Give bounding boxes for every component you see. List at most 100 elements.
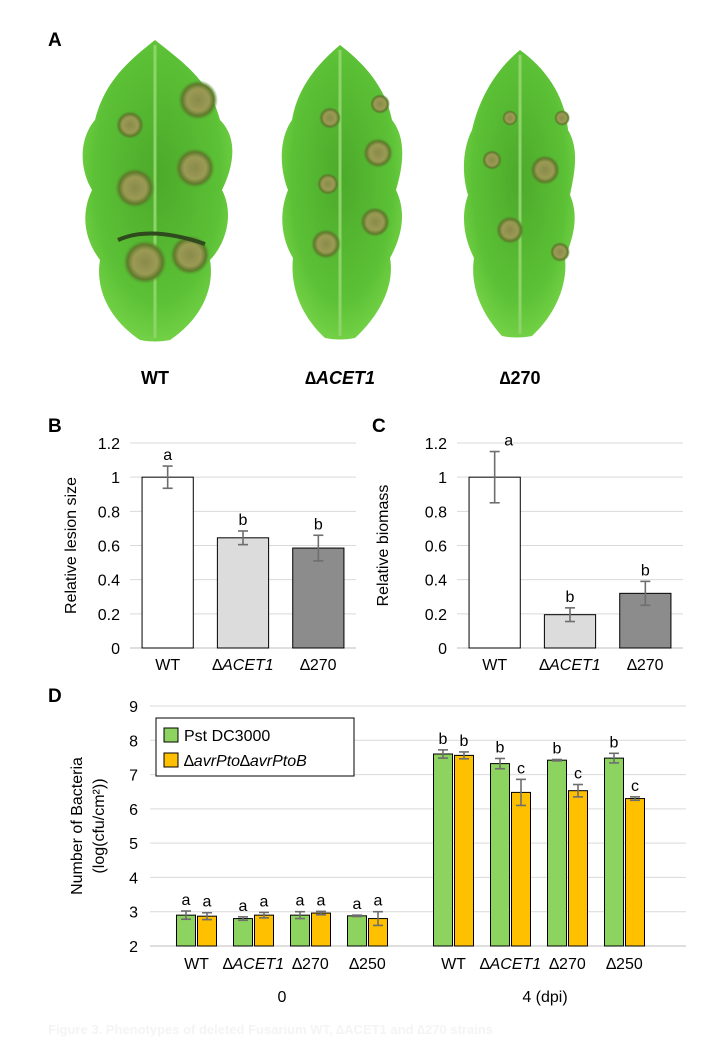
lesion	[550, 242, 570, 262]
bar	[141, 476, 194, 649]
lesion	[502, 110, 518, 126]
y-axis-label: Relative biomass	[375, 485, 392, 607]
x-tick-label: WT	[482, 657, 507, 674]
x-tick-label: ∆270	[300, 657, 337, 674]
lesion	[363, 138, 393, 168]
x-tick-label: ∆270	[549, 956, 586, 973]
y-tick-label: 0.2	[425, 607, 447, 624]
x-tick-label: ∆250	[606, 956, 643, 973]
lesion	[115, 168, 155, 208]
x-tick-label: WT	[441, 956, 466, 973]
significance-letter: a	[260, 893, 269, 910]
y-tick-label: 5	[129, 836, 138, 853]
lesion	[317, 173, 339, 195]
significance-letter: b	[496, 739, 505, 756]
lesion	[496, 216, 524, 244]
significance-letter: a	[317, 892, 326, 909]
significance-letter: a	[163, 447, 172, 464]
legend-swatch	[163, 727, 179, 743]
bar	[547, 759, 567, 947]
significance-letter: b	[553, 740, 562, 757]
bar	[347, 915, 367, 947]
significance-letter: c	[631, 778, 639, 795]
y-axis-label: (log(cfu/cm²))	[91, 778, 108, 873]
lesion	[360, 207, 390, 237]
significance-letter: a	[296, 893, 305, 910]
y-tick-label: 2	[129, 939, 138, 956]
y-axis-label: Number of Bacteria	[69, 757, 86, 895]
y-tick-label: 1.2	[98, 436, 120, 453]
lesion	[123, 240, 167, 284]
legend-swatch	[163, 752, 179, 768]
significance-letter: c	[574, 766, 582, 783]
leaf-label-270: ∆270	[499, 368, 541, 388]
bar	[468, 476, 521, 649]
panel-label-a: A	[48, 30, 62, 51]
bar	[568, 790, 588, 947]
panel-label-d: D	[48, 686, 62, 707]
x-tick-label: ∆270	[292, 956, 329, 973]
bar	[490, 763, 510, 947]
leaf-acet1-image	[281, 45, 403, 340]
significance-letter: b	[566, 589, 575, 606]
bar	[625, 798, 645, 947]
panel-label-b: B	[48, 416, 62, 437]
bar	[311, 912, 331, 947]
y-tick-label: 0.4	[98, 573, 120, 590]
lesion	[170, 235, 210, 275]
y-tick-label: 0	[438, 641, 447, 658]
legend-box	[155, 717, 355, 777]
bar	[454, 754, 474, 947]
lesion	[175, 148, 215, 188]
bar	[197, 915, 217, 947]
significance-letter: a	[203, 894, 212, 911]
panel-label-c: C	[372, 416, 386, 437]
significance-letter: b	[239, 512, 248, 529]
significance-letter: b	[439, 731, 448, 748]
y-tick-label: 3	[129, 905, 138, 922]
x-tick-label: ∆250	[349, 956, 386, 973]
bar	[604, 757, 624, 947]
significance-letter: b	[610, 734, 619, 751]
bar	[292, 547, 345, 649]
significance-letter: b	[460, 733, 469, 750]
significance-letter: b	[641, 562, 650, 579]
bar	[233, 918, 253, 947]
significance-letter: c	[517, 760, 525, 777]
lesion	[116, 111, 144, 139]
figure-caption: Figure 3. Phenotypes of deleted Fusarium…	[48, 1022, 494, 1037]
y-tick-label: 1	[438, 470, 447, 487]
y-tick-label: 9	[129, 699, 138, 716]
significance-letter: a	[504, 433, 513, 450]
y-tick-label: 0	[111, 641, 120, 658]
lesion	[554, 110, 570, 126]
legend-label: Pst DC3000	[184, 728, 270, 745]
y-tick-label: 0.6	[98, 539, 120, 556]
lesion	[178, 80, 218, 120]
x-tick-label: ∆ACET1	[223, 956, 284, 973]
y-tick-label: 1	[111, 470, 120, 487]
significance-letter: a	[239, 898, 248, 915]
y-tick-label: 0.8	[98, 504, 120, 521]
y-tick-label: 0.6	[425, 539, 447, 556]
significance-letter: a	[353, 896, 362, 913]
bar	[511, 791, 531, 947]
x-tick-label: ∆270	[627, 657, 664, 674]
y-tick-label: 1.2	[425, 436, 447, 453]
leaf-label-acet1: ∆ACET1	[304, 368, 376, 388]
bar	[254, 914, 274, 947]
lesion	[370, 94, 390, 114]
bar	[290, 914, 310, 947]
x-tick-label: WT	[184, 956, 209, 973]
group-label: 0	[278, 989, 287, 1006]
legend-label: ∆avrPto∆avrPtoB	[184, 753, 307, 770]
group-label: 4 (dpi)	[522, 989, 567, 1006]
bar	[433, 753, 453, 947]
lesion	[311, 229, 341, 259]
leaf-270-image	[463, 50, 576, 338]
x-tick-label: ∆ACET1	[539, 657, 600, 674]
y-axis-label: Relative lesion size	[63, 477, 80, 614]
bar	[216, 537, 270, 649]
y-tick-label: 0.4	[425, 573, 447, 590]
